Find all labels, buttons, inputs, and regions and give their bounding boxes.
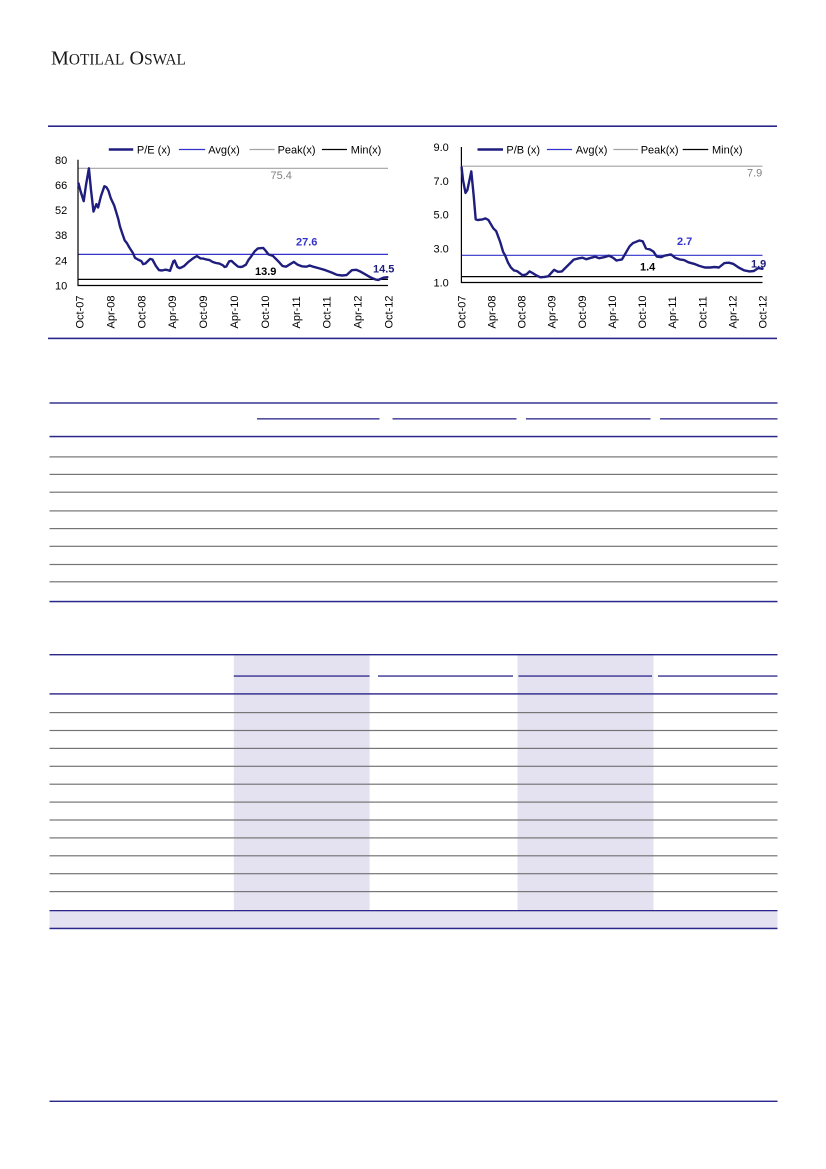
svg-text:7.9: 7.9 xyxy=(747,167,762,179)
svg-text:Oct-09: Oct-09 xyxy=(198,295,210,328)
svg-text:80: 80 xyxy=(55,155,67,167)
svg-text:Peak(x): Peak(x) xyxy=(641,145,679,157)
svg-text:Oct-08: Oct-08 xyxy=(136,295,148,328)
svg-text:Min(x): Min(x) xyxy=(351,145,382,157)
svg-text:Oct-09: Oct-09 xyxy=(577,295,589,328)
svg-text:7.0: 7.0 xyxy=(434,176,449,188)
svg-text:Apr-09: Apr-09 xyxy=(167,295,179,328)
svg-text:Apr-08: Apr-08 xyxy=(105,295,117,328)
svg-text:9.0: 9.0 xyxy=(434,142,449,154)
svg-text:1.9: 1.9 xyxy=(751,259,766,271)
svg-text:Oct-10: Oct-10 xyxy=(260,295,272,328)
svg-text:Apr-12: Apr-12 xyxy=(727,295,739,328)
svg-text:Min(x): Min(x) xyxy=(712,145,743,157)
svg-text:5.0: 5.0 xyxy=(434,210,449,222)
svg-text:Oct-08: Oct-08 xyxy=(517,295,529,328)
svg-text:P/E (x): P/E (x) xyxy=(137,145,171,157)
svg-text:3.0: 3.0 xyxy=(434,244,449,256)
svg-text:Oct-10: Oct-10 xyxy=(637,295,649,328)
svg-text:Oct-07: Oct-07 xyxy=(456,295,468,328)
svg-text:2.7: 2.7 xyxy=(677,236,692,248)
svg-text:Apr-08: Apr-08 xyxy=(487,295,499,328)
svg-text:P/B (x): P/B (x) xyxy=(506,145,540,157)
svg-text:Oct-11: Oct-11 xyxy=(697,296,709,328)
svg-text:Oct-12: Oct-12 xyxy=(384,295,396,328)
svg-text:75.4: 75.4 xyxy=(271,170,292,182)
svg-text:Apr-12: Apr-12 xyxy=(353,295,365,328)
svg-text:Apr-11: Apr-11 xyxy=(667,296,679,328)
svg-text:MOTILAL OSWAL: MOTILAL OSWAL xyxy=(51,47,186,69)
svg-text:14.5: 14.5 xyxy=(373,263,394,275)
svg-text:13.9: 13.9 xyxy=(255,266,276,278)
svg-text:Oct-11: Oct-11 xyxy=(322,296,334,328)
svg-text:38: 38 xyxy=(55,230,67,242)
svg-text:Peak(x): Peak(x) xyxy=(278,145,316,157)
svg-text:Apr-09: Apr-09 xyxy=(547,295,559,328)
svg-text:Avg(x): Avg(x) xyxy=(576,145,608,157)
svg-text:10: 10 xyxy=(55,280,67,292)
svg-text:66: 66 xyxy=(55,180,67,192)
svg-text:1.0: 1.0 xyxy=(434,277,449,289)
svg-text:Apr-11: Apr-11 xyxy=(291,296,303,328)
svg-text:Avg(x): Avg(x) xyxy=(208,145,240,157)
svg-text:1.4: 1.4 xyxy=(640,262,656,274)
svg-text:Oct-12: Oct-12 xyxy=(758,295,770,328)
svg-text:Apr-10: Apr-10 xyxy=(229,295,241,328)
svg-text:27.6: 27.6 xyxy=(296,237,317,249)
svg-text:52: 52 xyxy=(55,205,67,217)
svg-text:Apr-10: Apr-10 xyxy=(607,295,619,328)
svg-text:24: 24 xyxy=(55,255,67,267)
svg-text:Oct-07: Oct-07 xyxy=(75,295,87,328)
